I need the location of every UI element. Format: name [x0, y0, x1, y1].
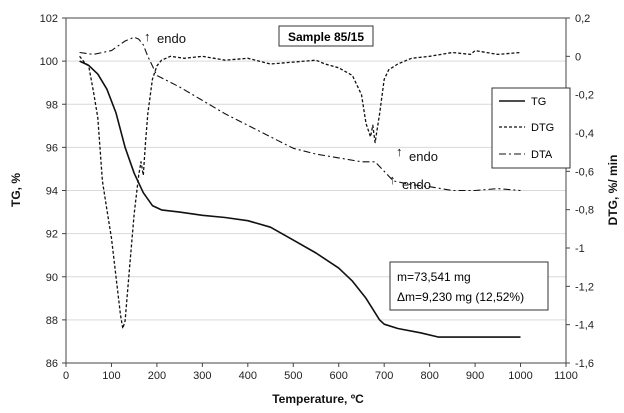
- endo-label-3: endo: [402, 177, 431, 192]
- endo-label-1: endo: [157, 31, 186, 46]
- y-left-tick-label: 86: [46, 358, 58, 370]
- y-right-tick-label: -0,8: [575, 205, 594, 217]
- x-tick-label: 1000: [508, 370, 532, 382]
- up-arrow-icon: ↑: [144, 29, 151, 44]
- series-line-tg: [79, 60, 521, 338]
- y-left-tick-label: 88: [46, 315, 58, 327]
- tick-labels: 0 100 200 300 400 500 600 700 800 900 1000 11008688…: [40, 13, 594, 382]
- y-right-tick-label: -1,4: [575, 320, 594, 332]
- endo-annotation-3: ↑ endo: [389, 172, 431, 192]
- y-left-tick-label: 96: [46, 142, 58, 154]
- x-tick-label: 700: [375, 370, 393, 382]
- legend-label-tg: TG: [531, 96, 546, 108]
- x-axis-title: Temperature, ºC: [272, 392, 364, 406]
- x-tick-label: 500: [284, 370, 302, 382]
- x-tick-label: 600: [330, 370, 348, 382]
- info-box: m=73,541 mg Δm=9,230 mg (12,52%): [389, 261, 549, 311]
- y-right-tick-label: -1: [575, 243, 585, 255]
- y-right-tick-label: -0,6: [575, 166, 594, 178]
- y-left-tick-label: 98: [46, 99, 58, 111]
- y-right-tick-label: -0,2: [575, 90, 594, 102]
- series-layer: [79, 36, 521, 338]
- y-left-tick-label: 100: [40, 56, 58, 68]
- legend: TG DTG DTA: [491, 87, 571, 169]
- x-tick-label: 400: [239, 370, 257, 382]
- endo-label-2: endo: [409, 149, 438, 164]
- info-mass-loss: Δm=9,230 mg (12,52%): [397, 290, 524, 304]
- y-right-tick-label: -1,2: [575, 281, 594, 293]
- y-axis-right-title: DTG, %/ min: [606, 155, 620, 226]
- x-tick-label: 300: [193, 370, 211, 382]
- legend-label-dta: DTA: [531, 149, 553, 161]
- endo-annotation-2: ↑ endo: [396, 144, 438, 164]
- y-left-tick-label: 102: [40, 13, 58, 25]
- y-axis-left-title: TG, %: [9, 173, 23, 207]
- chart-title-box: Sample 85/15: [278, 25, 374, 47]
- y-left-tick-label: 92: [46, 229, 58, 241]
- x-tick-label: 800: [420, 370, 438, 382]
- x-tick-label: 0: [63, 370, 69, 382]
- up-arrow-icon: ↑: [389, 172, 396, 187]
- y-left-tick-label: 94: [46, 186, 58, 198]
- endo-annotation-1: ↑ endo: [144, 29, 186, 46]
- x-tick-label: 200: [148, 370, 166, 382]
- up-arrow-icon: ↑: [396, 144, 403, 159]
- x-tick-label: 1100: [554, 370, 578, 382]
- legend-label-dtg: DTG: [531, 122, 554, 134]
- chart-title: Sample 85/15: [288, 30, 364, 44]
- info-mass: m=73,541 mg: [397, 270, 471, 284]
- y-right-tick-label: 0,2: [575, 13, 590, 25]
- axes: [62, 17, 570, 367]
- series-line-dta: [79, 36, 521, 192]
- series-line-dtg: [79, 49, 521, 330]
- y-left-tick-label: 90: [46, 272, 58, 284]
- x-tick-label: 900: [466, 370, 484, 382]
- y-right-tick-label: 0: [575, 51, 581, 63]
- y-right-tick-label: -1,6: [575, 358, 594, 370]
- y-right-tick-label: -0,4: [575, 128, 594, 140]
- x-tick-label: 100: [102, 370, 120, 382]
